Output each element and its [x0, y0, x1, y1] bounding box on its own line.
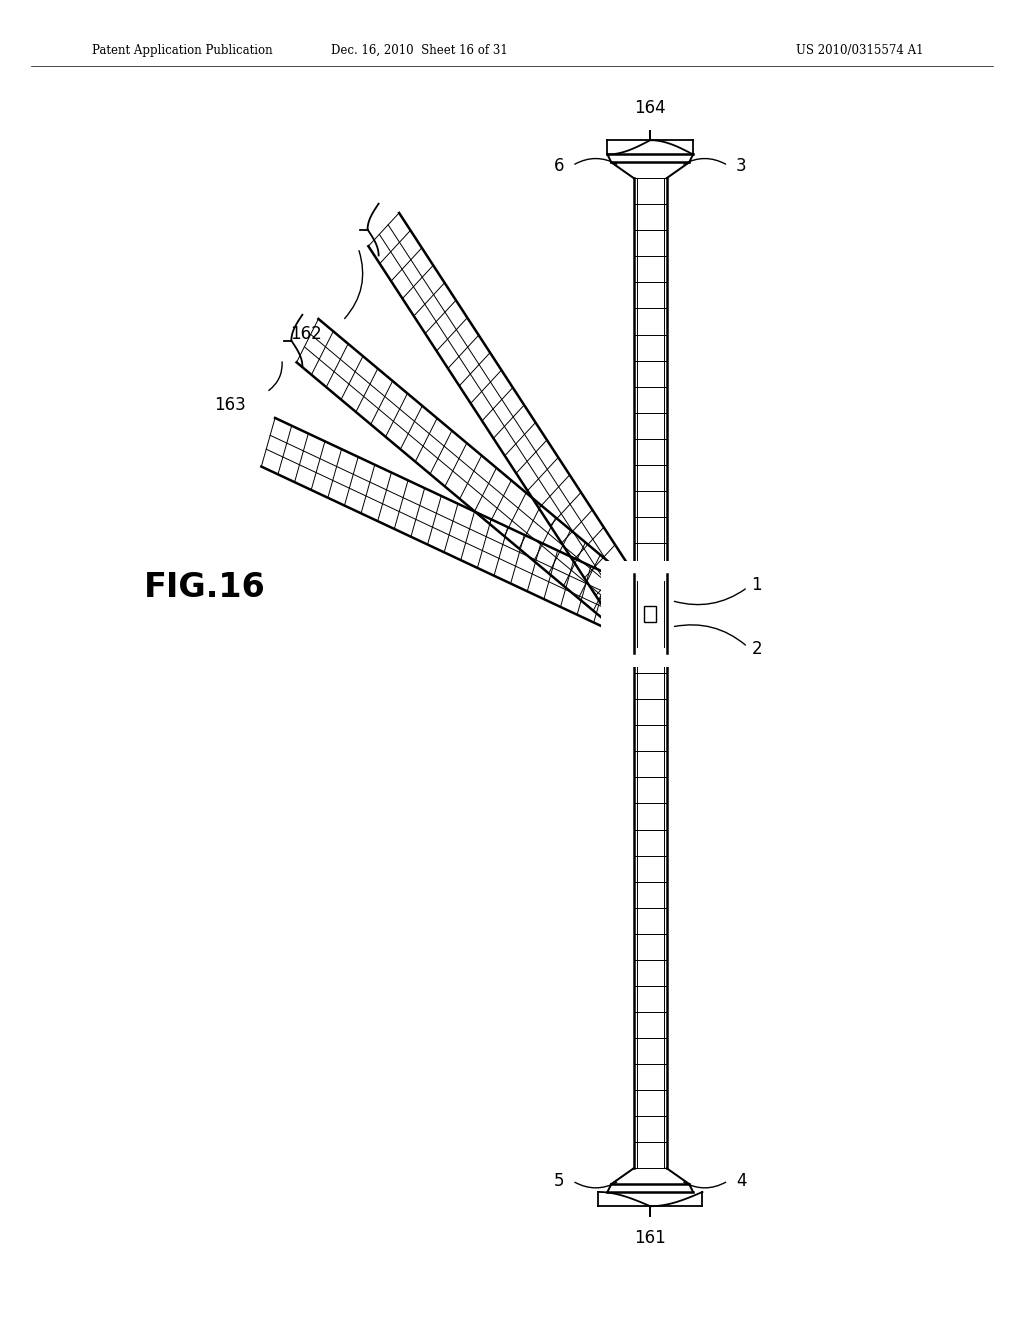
Text: 6: 6 [554, 157, 564, 174]
Text: 162: 162 [291, 325, 323, 343]
Text: 163: 163 [214, 396, 246, 414]
Bar [629, 581, 672, 647]
Text: 3: 3 [736, 157, 746, 174]
Bar [601, 561, 699, 667]
Text: 4: 4 [736, 1172, 746, 1189]
Text: Patent Application Publication: Patent Application Publication [92, 44, 272, 57]
Text: 161: 161 [634, 1229, 667, 1247]
Text: 1: 1 [752, 576, 762, 594]
Text: FIG.16: FIG.16 [144, 570, 265, 605]
Bar [644, 606, 656, 622]
Text: 5: 5 [554, 1172, 564, 1189]
Text: Dec. 16, 2010  Sheet 16 of 31: Dec. 16, 2010 Sheet 16 of 31 [332, 44, 508, 57]
Text: 2: 2 [752, 640, 762, 659]
Text: US 2010/0315574 A1: US 2010/0315574 A1 [797, 44, 924, 57]
Text: 164: 164 [635, 99, 666, 117]
